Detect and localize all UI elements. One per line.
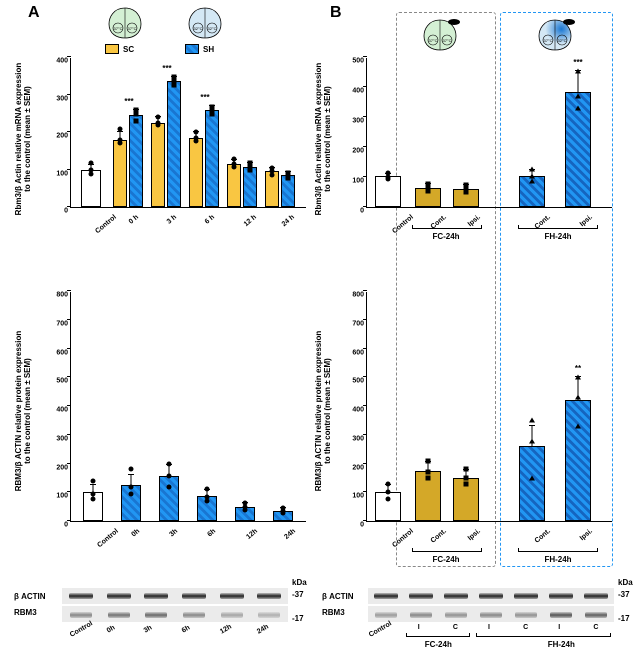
fc-24h-label-1: FC-24h	[432, 232, 459, 241]
blot-b-37: -37	[618, 590, 630, 599]
fc-24h-label-2: FC-24h	[432, 555, 459, 564]
plot-b-mrna: 0100200300400500ControlCont.Ipsi.Cont.Ip…	[366, 58, 612, 208]
legend-sc: SC	[105, 44, 134, 54]
svg-text:32°C: 32°C	[194, 26, 203, 31]
plot-b-protein: 0100200300400500600700800ControlCont.Ips…	[366, 292, 612, 522]
fh-24h-label-1: FH-24h	[544, 232, 571, 241]
brain-sc: 37°C 37°C	[105, 6, 145, 40]
chart-b-protein: RBM3/β ACTIN relative protein expression…	[348, 292, 612, 542]
blot-b-actin	[368, 588, 614, 604]
chart-a-protein: RBM3/β ACTIN relative protein expression…	[48, 292, 306, 542]
ylabel-a-mrna: Rbm3/β Actin relative mRNA expression to…	[14, 49, 32, 229]
legend-sh-label: SH	[203, 45, 214, 54]
blot-a-17: -17	[292, 614, 304, 623]
fc-bracket-2	[412, 551, 482, 552]
plot-a-mrna: 0100200300400Control***0 h***3 h***6 h12…	[70, 58, 306, 208]
svg-text:37°C: 37°C	[128, 26, 137, 31]
blot-b-rbm3	[368, 606, 614, 622]
svg-text:32°C: 32°C	[208, 26, 217, 31]
ylabel-b-mrna: Rbm3/β Actin relative mRNA expression to…	[314, 49, 332, 229]
blot-b-actin-label: β ACTIN	[322, 592, 354, 601]
fh-bracket-2	[518, 551, 598, 552]
blot-a-kda: kDa	[292, 578, 307, 587]
blot-b-rbm3-label: RBM3	[322, 608, 345, 617]
chart-b-mrna: Rbm3/β Actin relative mRNA expression to…	[348, 58, 612, 238]
blot-a-37: -37	[292, 590, 304, 599]
chart-a-mrna: Rbm3/β Actin relative mRNA expression to…	[48, 58, 306, 238]
fc-bracket-1	[412, 228, 482, 229]
blot-a-actin	[62, 588, 288, 604]
panel-a-label: A	[28, 4, 40, 22]
fh-bracket-1	[518, 228, 598, 229]
legend-sh: SH	[185, 44, 214, 54]
brain-sh: 32°C 32°C	[185, 6, 225, 40]
blot-b-17: -17	[618, 614, 630, 623]
blot-a-rbm3	[62, 606, 288, 622]
blot-b-kda: kDa	[618, 578, 633, 587]
ylabel-b-protein: RBM3/β ACTIN relative protein expression…	[314, 321, 332, 501]
blot-a-actin-label: β ACTIN	[14, 592, 46, 601]
svg-text:37°C: 37°C	[114, 26, 123, 31]
legend-sc-label: SC	[123, 45, 134, 54]
blot-a-rbm3-label: RBM3	[14, 608, 37, 617]
fh-24h-label-2: FH-24h	[544, 555, 571, 564]
ylabel-a-protein: RBM3/β ACTIN relative protein expression…	[14, 321, 32, 501]
panel-b-label: B	[330, 4, 342, 22]
plot-a-protein: 0100200300400500600700800Control0h3h6h12…	[70, 292, 306, 522]
